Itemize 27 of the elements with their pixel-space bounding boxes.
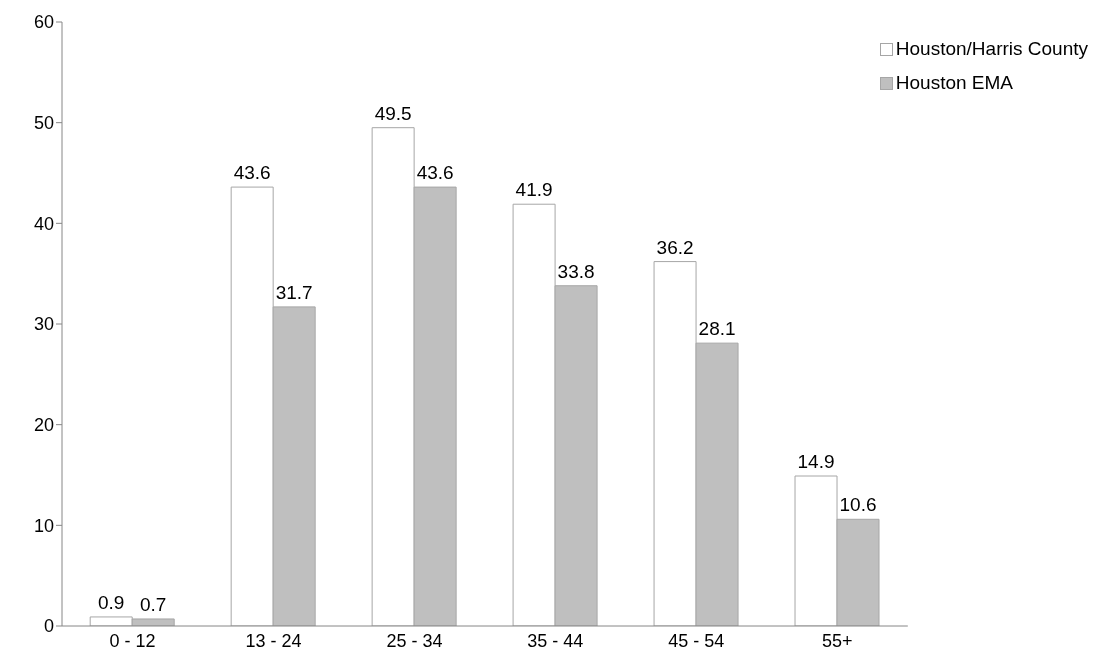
- x-tick-label: 0 - 12: [109, 630, 156, 651]
- data-label: 0.9: [97, 591, 125, 613]
- legend-label: Houston/Harris County: [895, 38, 1088, 60]
- x-tick-label: 25 - 34: [386, 630, 443, 651]
- data-label: 49.5: [374, 102, 412, 124]
- data-label: 14.9: [797, 451, 835, 473]
- data-label: 41.9: [515, 179, 553, 201]
- y-tick-label: 20: [33, 415, 54, 436]
- x-tick-label: 45 - 54: [668, 630, 725, 651]
- data-label: 43.6: [416, 162, 454, 184]
- y-tick-label: 10: [33, 515, 54, 536]
- data-label: 31.7: [275, 281, 313, 303]
- data-label: 43.6: [233, 162, 271, 184]
- y-tick-label: 40: [33, 213, 54, 234]
- x-tick-label: 55+: [822, 630, 853, 651]
- data-label: 36.2: [656, 236, 694, 258]
- data-label: 28.1: [698, 318, 736, 340]
- data-label: 10.6: [839, 494, 877, 516]
- y-tick-label: 60: [33, 12, 54, 33]
- y-tick-label: 0: [43, 616, 54, 637]
- data-label: 0.7: [139, 593, 167, 615]
- y-tick-label: 30: [33, 314, 54, 335]
- x-tick-label: 35 - 44: [527, 630, 584, 651]
- legend-label: Houston EMA: [895, 72, 1014, 94]
- data-label: 33.8: [557, 260, 595, 282]
- x-tick-label: 13 - 24: [245, 630, 302, 651]
- y-tick-label: 50: [33, 113, 54, 134]
